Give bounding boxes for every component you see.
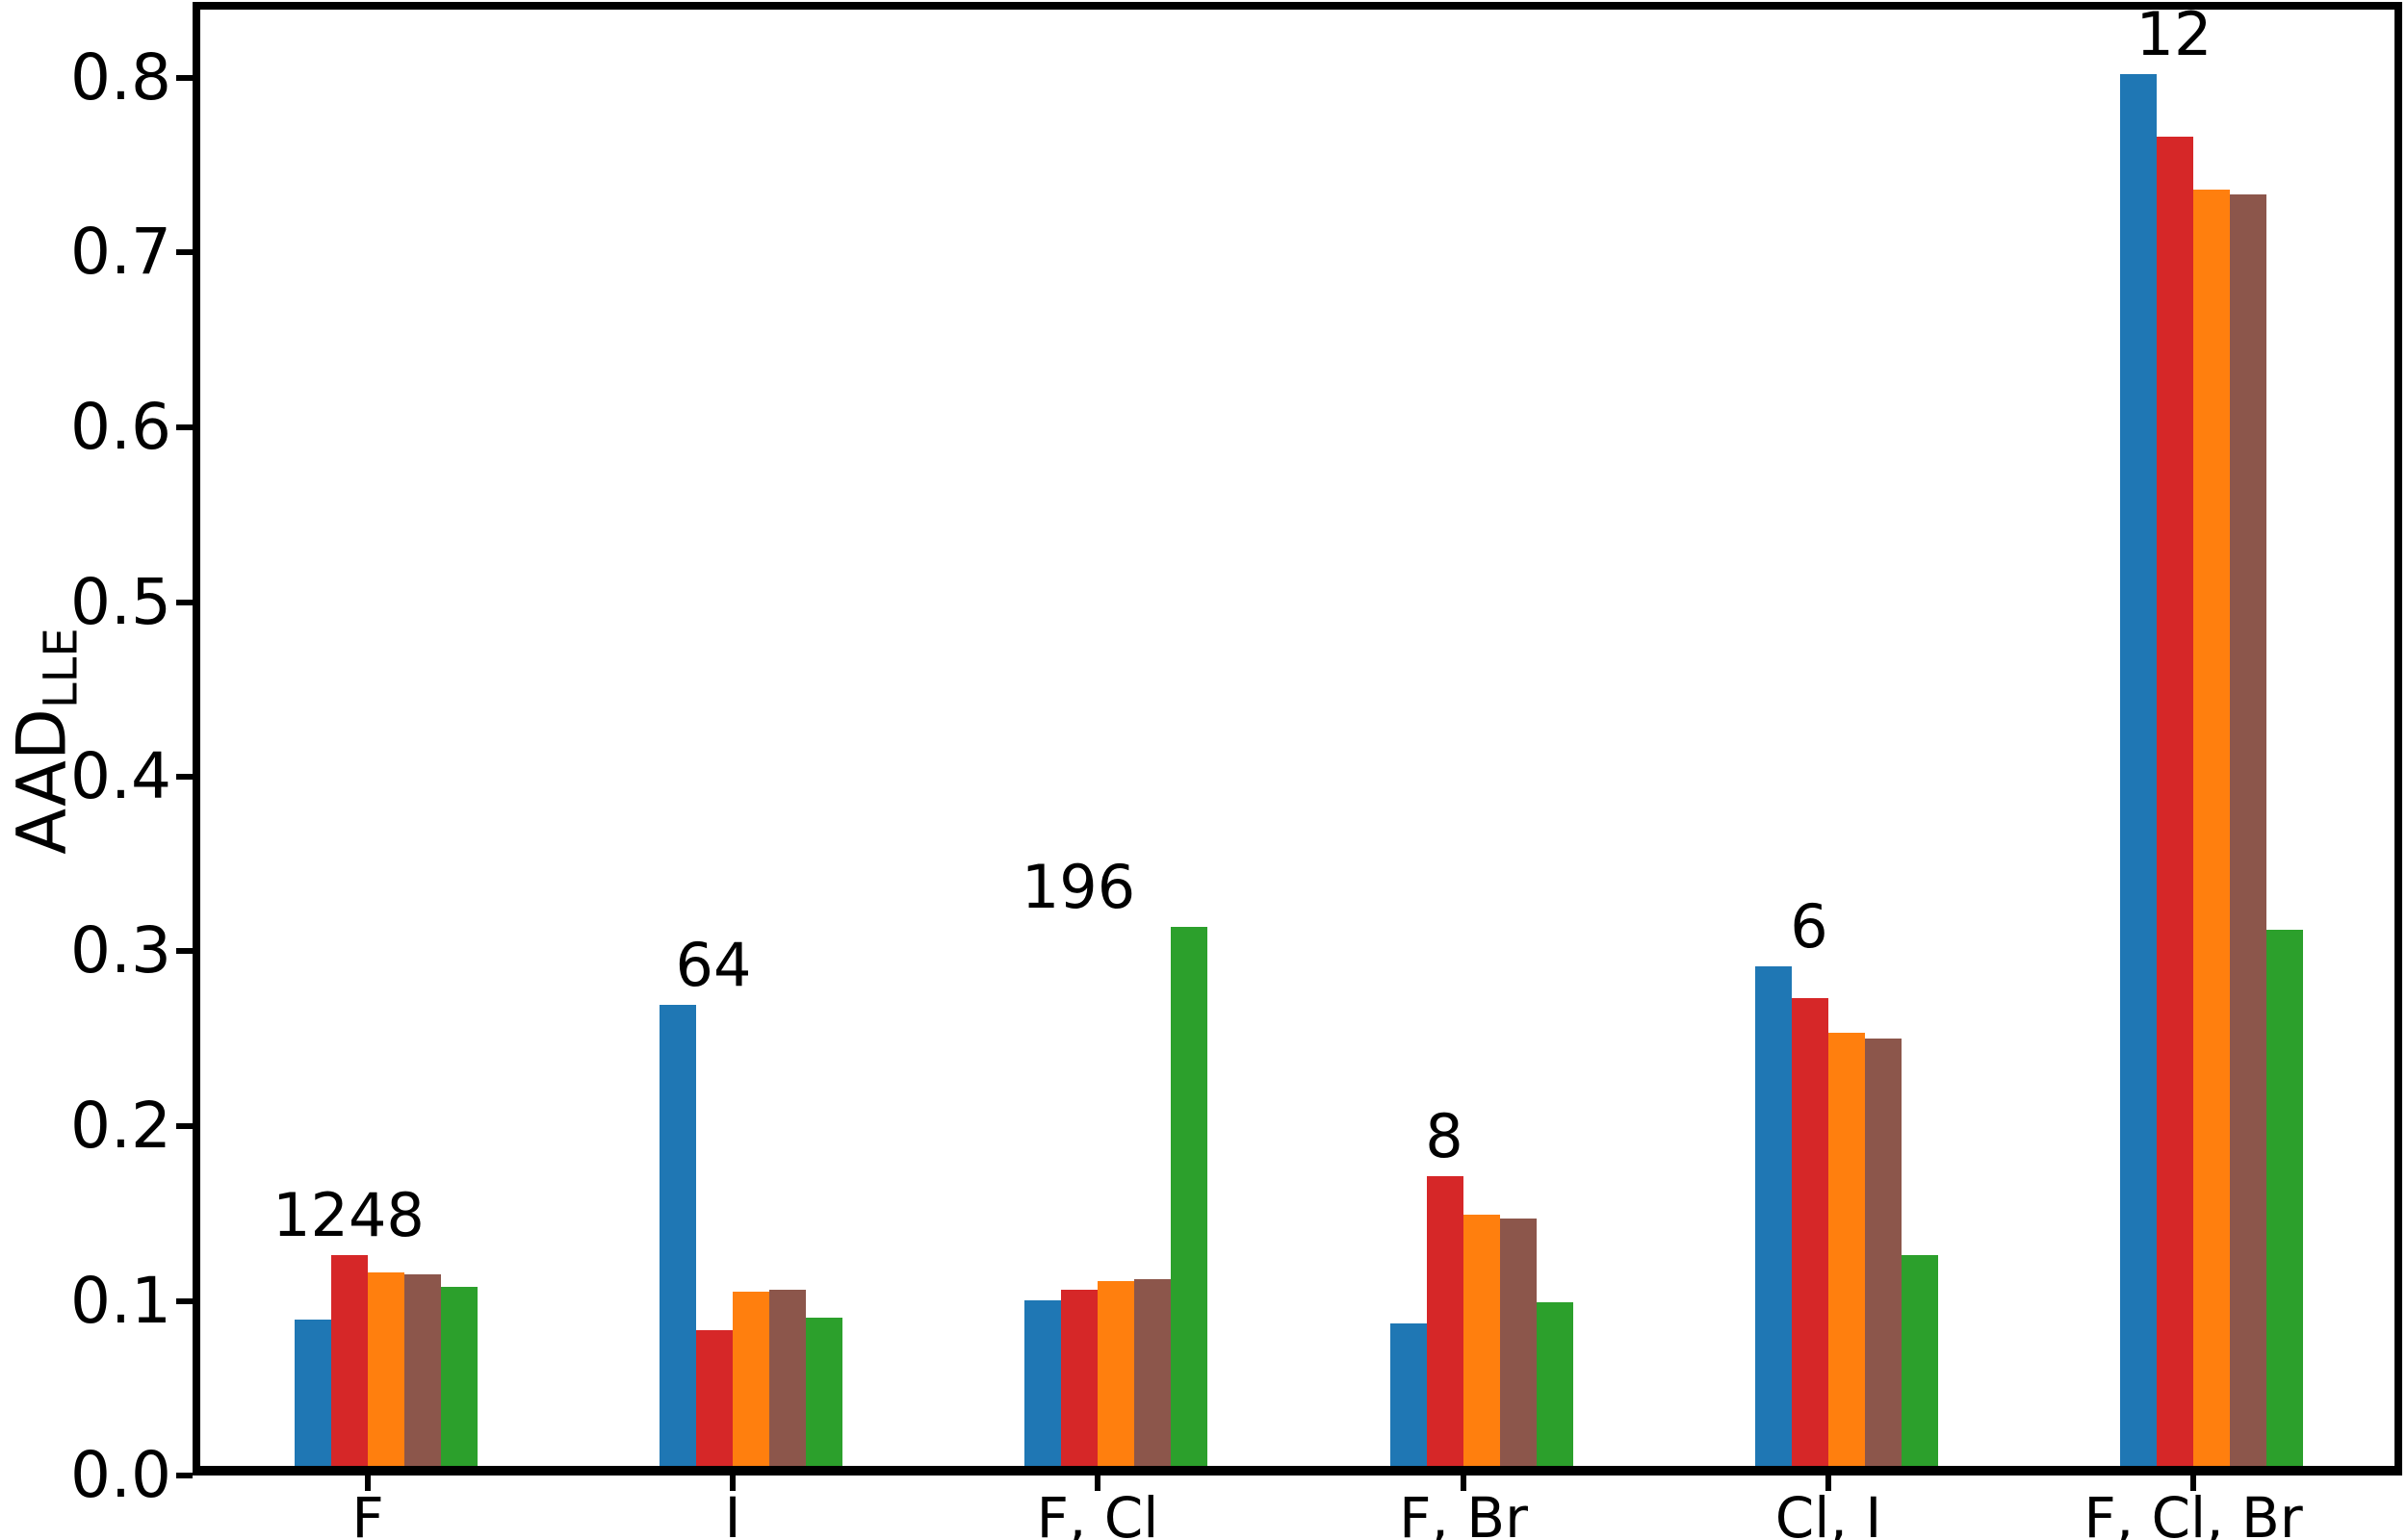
y-tick-mark-0.8 bbox=[176, 75, 193, 81]
bar-brown-group4 bbox=[1865, 1039, 1902, 1476]
bar-orange-group4 bbox=[1828, 1033, 1865, 1476]
y-tick-label-0.2: 0.2 bbox=[70, 1089, 171, 1163]
bar-red-group4 bbox=[1792, 998, 1828, 1476]
bar-green-group4 bbox=[1902, 1255, 1938, 1476]
y-tick-label-0.7: 0.7 bbox=[70, 215, 171, 289]
x-tick-mark-group3 bbox=[1461, 1476, 1466, 1491]
y-tick-label-0.1: 0.1 bbox=[70, 1264, 171, 1338]
bar-green-group3 bbox=[1537, 1302, 1573, 1476]
y-tick-label-0.8: 0.8 bbox=[70, 40, 171, 115]
x-tick-label-group4: Cl, I bbox=[1774, 1485, 1882, 1540]
y-tick-label-0.3: 0.3 bbox=[70, 913, 171, 988]
bar-brown-group0 bbox=[404, 1274, 441, 1476]
bar-blue-group0 bbox=[295, 1320, 331, 1476]
bar-orange-group5 bbox=[2193, 190, 2230, 1476]
x-tick-label-group0: F bbox=[351, 1485, 384, 1540]
x-tick-mark-group5 bbox=[2190, 1476, 2196, 1491]
bar-red-group3 bbox=[1427, 1176, 1463, 1476]
group-annotation-1248: 1248 bbox=[272, 1180, 425, 1250]
y-axis-label-main: AAD bbox=[2, 708, 82, 855]
y-tick-mark-0.7 bbox=[176, 249, 193, 255]
y-tick-label-0.4: 0.4 bbox=[70, 739, 171, 813]
group-annotation-196: 196 bbox=[1021, 852, 1136, 922]
bar-red-group2 bbox=[1061, 1290, 1098, 1476]
bar-brown-group1 bbox=[769, 1290, 806, 1476]
y-tick-label-0.5: 0.5 bbox=[70, 565, 171, 639]
group-annotation-12: 12 bbox=[2135, 0, 2213, 69]
y-axis-label: AADLLE bbox=[3, 628, 89, 854]
bar-brown-group5 bbox=[2230, 194, 2266, 1476]
y-tick-label-0.6: 0.6 bbox=[70, 390, 171, 464]
bar-orange-group3 bbox=[1463, 1215, 1500, 1476]
y-tick-mark-0.1 bbox=[176, 1298, 193, 1304]
x-tick-mark-group4 bbox=[1825, 1476, 1831, 1491]
bar-red-group0 bbox=[331, 1255, 368, 1476]
y-tick-mark-0.5 bbox=[176, 600, 193, 605]
bar-blue-group4 bbox=[1755, 966, 1792, 1476]
y-tick-mark-0.3 bbox=[176, 948, 193, 954]
bar-orange-group0 bbox=[368, 1272, 404, 1476]
bar-green-group0 bbox=[441, 1287, 478, 1476]
group-annotation-8: 8 bbox=[1425, 1101, 1463, 1171]
x-tick-label-group2: F, Cl bbox=[1036, 1485, 1159, 1540]
x-tick-mark-group0 bbox=[365, 1476, 371, 1491]
y-tick-label-0.0: 0.0 bbox=[70, 1438, 171, 1512]
y-tick-mark-0.0 bbox=[176, 1473, 193, 1478]
group-annotation-6: 6 bbox=[1790, 891, 1828, 962]
x-tick-label-group5: F, Cl, Br bbox=[2083, 1485, 2303, 1540]
bar-orange-group2 bbox=[1098, 1281, 1134, 1476]
y-tick-mark-0.2 bbox=[176, 1123, 193, 1129]
bar-blue-group1 bbox=[660, 1005, 696, 1476]
group-annotation-64: 64 bbox=[675, 930, 752, 1000]
bar-blue-group2 bbox=[1024, 1300, 1061, 1476]
bar-green-group2 bbox=[1171, 927, 1207, 1476]
x-tick-mark-group2 bbox=[1095, 1476, 1100, 1491]
bar-orange-group1 bbox=[733, 1292, 769, 1476]
bar-blue-group3 bbox=[1390, 1323, 1427, 1476]
bar-green-group5 bbox=[2266, 930, 2303, 1476]
y-tick-mark-0.4 bbox=[176, 774, 193, 780]
bar-blue-group5 bbox=[2120, 74, 2157, 1476]
plot-area bbox=[193, 2, 2402, 1476]
y-axis-label-subscript: LLE bbox=[34, 628, 89, 709]
bar-red-group1 bbox=[696, 1330, 733, 1476]
bar-brown-group3 bbox=[1500, 1219, 1537, 1476]
bar-brown-group2 bbox=[1134, 1279, 1171, 1476]
bar-red-group5 bbox=[2157, 137, 2193, 1476]
x-tick-label-group3: F, Br bbox=[1399, 1485, 1528, 1540]
x-tick-label-group1: I bbox=[724, 1485, 741, 1540]
y-tick-mark-0.6 bbox=[176, 424, 193, 430]
x-tick-mark-group1 bbox=[730, 1476, 736, 1491]
bar-green-group1 bbox=[806, 1318, 842, 1476]
